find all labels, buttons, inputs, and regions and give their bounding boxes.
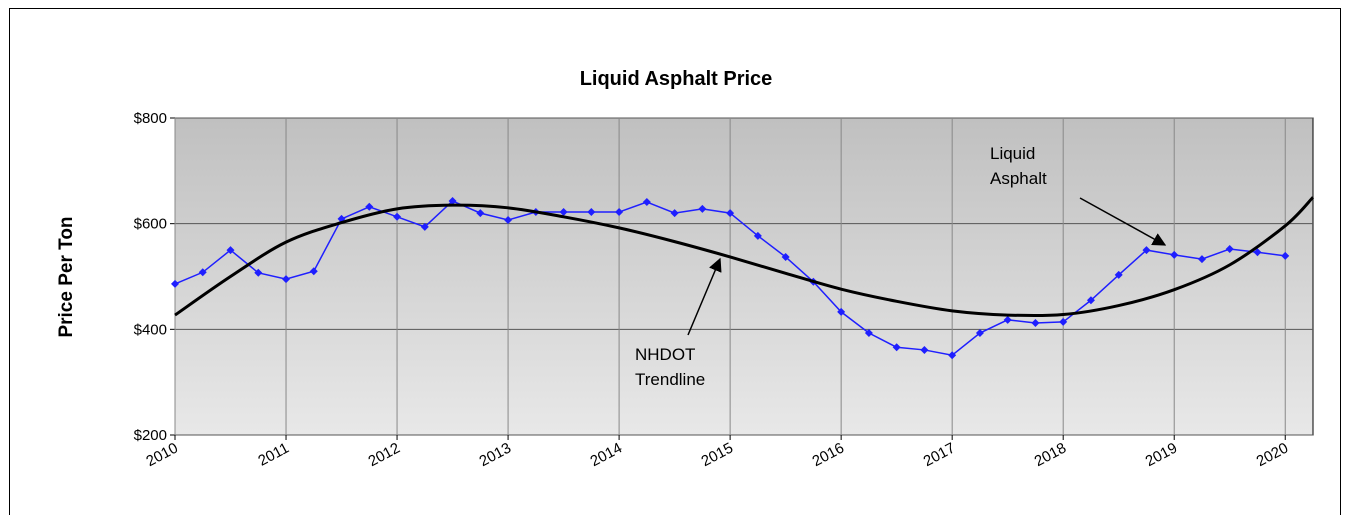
data-point xyxy=(1225,245,1234,254)
data-point xyxy=(365,202,374,211)
frame xyxy=(9,8,1341,515)
data-point xyxy=(864,329,873,338)
data-point xyxy=(698,204,707,213)
data-point xyxy=(892,343,901,352)
plot-background xyxy=(174,117,1314,436)
x-tick-label: 2011 xyxy=(255,440,291,470)
data-point xyxy=(393,212,402,221)
data-point xyxy=(420,222,429,231)
annotation: Liquid xyxy=(990,144,1035,163)
data-point xyxy=(1142,246,1151,255)
data-point xyxy=(1114,270,1123,279)
data-point xyxy=(1031,318,1040,327)
y-axis-label: Price Per Ton xyxy=(56,216,77,337)
data-point xyxy=(1197,255,1206,264)
series-line xyxy=(174,196,1315,318)
data-point xyxy=(448,196,457,205)
data-point xyxy=(226,246,235,255)
y-tick-label: $800 xyxy=(134,110,167,127)
plot-area xyxy=(170,117,1315,440)
x-tick-label: 2010 xyxy=(143,440,180,471)
data-point xyxy=(670,209,679,218)
data-point xyxy=(726,209,735,218)
data-point xyxy=(781,252,790,261)
annotation: Asphalt xyxy=(990,169,1047,188)
x-tick-label: 2015 xyxy=(699,440,736,471)
annotation: Trendline xyxy=(635,370,705,389)
data-point xyxy=(837,307,846,316)
data-point xyxy=(587,208,596,217)
data-point xyxy=(1003,315,1012,324)
y-tick-label: $400 xyxy=(134,321,167,338)
data-point xyxy=(948,351,957,360)
data-point xyxy=(198,268,207,277)
data-point xyxy=(559,208,568,217)
data-point xyxy=(975,329,984,338)
annotation: NHDOT xyxy=(635,345,695,364)
chart-title: Liquid Asphalt Price xyxy=(580,68,773,90)
data-point xyxy=(254,268,263,277)
data-point xyxy=(1170,250,1179,259)
data-point xyxy=(1059,317,1068,326)
x-tick-label: 2012 xyxy=(365,440,402,471)
data-point xyxy=(309,267,318,276)
x-tick-label: 2016 xyxy=(810,440,847,471)
data-point xyxy=(1281,251,1290,260)
data-point xyxy=(615,208,624,217)
x-tick-label: 2020 xyxy=(1254,440,1291,471)
data-point xyxy=(1253,248,1262,257)
data-point xyxy=(753,231,762,240)
data-point xyxy=(1086,296,1095,305)
data-point xyxy=(282,275,291,284)
x-tick-label: 2018 xyxy=(1032,440,1069,471)
x-tick-label: 2017 xyxy=(921,440,958,471)
data-point xyxy=(504,215,513,224)
annotation-arrow xyxy=(687,257,722,336)
data-point xyxy=(920,345,929,354)
x-tick-label: 2014 xyxy=(588,440,625,471)
y-tick-label: $600 xyxy=(134,216,167,233)
data-point xyxy=(642,198,651,207)
x-tick-label: 2013 xyxy=(477,440,514,471)
x-tick-label: 2019 xyxy=(1143,440,1180,471)
y-tick-label: $200 xyxy=(134,427,167,444)
data-point xyxy=(171,279,179,288)
data-point xyxy=(476,209,485,218)
annotation-arrow xyxy=(1079,197,1167,246)
